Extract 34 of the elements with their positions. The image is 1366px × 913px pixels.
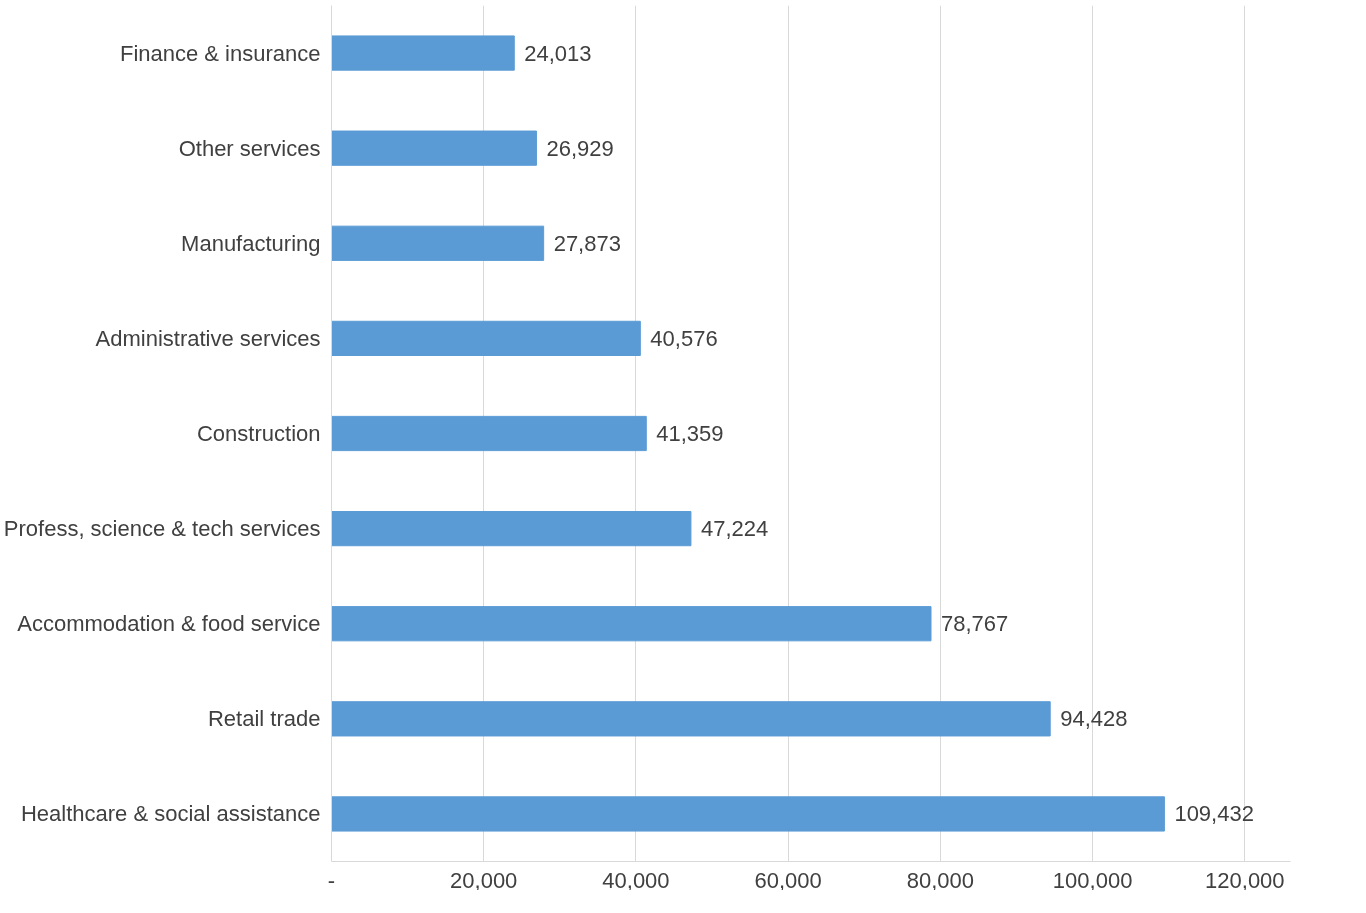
bar [331,606,932,642]
data-label: 78,767 [941,611,1009,637]
data-label: 40,576 [650,325,718,351]
data-label: 109,432 [1174,801,1254,827]
x-tick-label: 100,000 [1052,867,1133,893]
y-tick-label: Construction [197,421,321,446]
x-tick-label: 40,000 [602,867,670,893]
bar [331,510,692,547]
bar [331,130,537,166]
bar [331,415,647,452]
bar [331,35,515,71]
y-tick-label: Accommodation & food service [17,611,321,637]
data-label: 27,873 [553,230,621,256]
x-tick-label: 120,000 [1205,867,1285,893]
x-tick-label: 20,000 [450,867,518,893]
data-label: 47,224 [700,516,769,542]
data-label: 94,428 [1060,706,1128,732]
y-tick-label: Administrative services [95,325,321,351]
x-tick-label: 60,000 [754,867,822,893]
bar [331,701,1051,737]
y-tick-label: Retail trade [208,706,321,732]
bar [331,796,1165,832]
data-label: 41,359 [656,421,724,446]
data-label: 24,013 [524,40,592,66]
x-tick-label: - [327,867,336,893]
data-label: 26,929 [546,135,614,161]
y-tick-label: Profess, science & tech services [3,516,321,542]
bar [331,320,641,357]
y-tick-label: Finance & insurance [119,40,321,66]
x-tick-label: 80,000 [906,867,975,893]
bar [331,225,545,261]
y-tick-label: Manufacturing [181,230,321,256]
y-tick-label: Healthcare & social assistance [20,801,321,827]
y-tick-label: Other services [178,135,321,161]
